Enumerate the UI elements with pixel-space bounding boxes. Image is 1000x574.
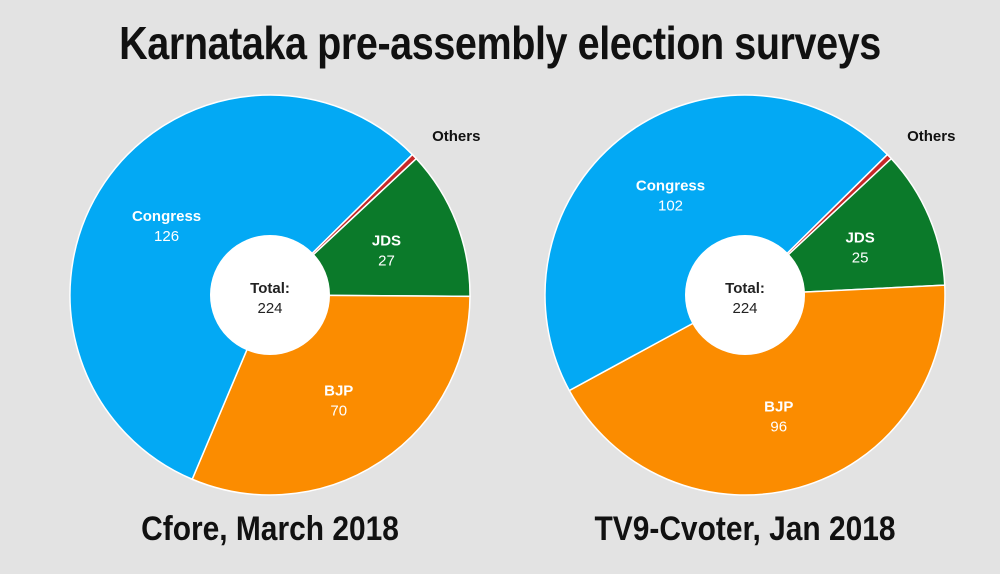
slice-label-bjp: BJP <box>324 382 353 399</box>
center-total-value: 224 <box>257 300 282 317</box>
center-total-label: Total: <box>725 280 765 297</box>
slice-value-congress: 126 <box>154 228 179 245</box>
slice-value-bjp: 70 <box>330 402 347 419</box>
donut-center <box>685 235 805 355</box>
slice-label-others: Others <box>432 128 480 145</box>
slice-value-congress: 102 <box>658 198 683 215</box>
center-total-value: 224 <box>732 300 757 317</box>
chart-caption-cfore: Cfore, March 2018 <box>141 510 399 548</box>
page-title: Karnataka pre-assembly election surveys <box>119 17 881 69</box>
slice-label-others: Others <box>907 128 955 145</box>
slice-value-bjp: 96 <box>770 418 787 435</box>
chart-cfore: JDS 27 BJP 70 Congress 126 Others Total: 224 <box>30 94 510 515</box>
pie-chart-tv9-cvoter: JDS 25 BJP 96 Congress 102 Others Total: 224 <box>544 94 955 496</box>
pie-slice-bjp <box>568 284 946 496</box>
slice-label-jds: JDS <box>846 229 875 246</box>
slice-value-jds: 27 <box>378 253 395 270</box>
slice-label-jds: JDS <box>372 233 401 250</box>
slice-label-bjp: BJP <box>764 398 793 415</box>
pie-chart-cfore: JDS 27 BJP 70 Congress 126 Others Total: 224 <box>69 94 480 496</box>
chart-tv9-cvoter: JDS 25 BJP 96 Congress 102 Others Total: 224 <box>505 94 985 515</box>
center-total-label: Total: <box>250 280 290 297</box>
slice-value-jds: 25 <box>852 249 869 266</box>
chart-caption-tv9-cvoter: TV9-Cvoter, Jan 2018 <box>594 510 896 548</box>
pie-slice-jds <box>742 157 946 296</box>
slice-label-congress: Congress <box>636 178 705 195</box>
donut-center <box>210 235 330 355</box>
slice-label-congress: Congress <box>132 208 201 225</box>
